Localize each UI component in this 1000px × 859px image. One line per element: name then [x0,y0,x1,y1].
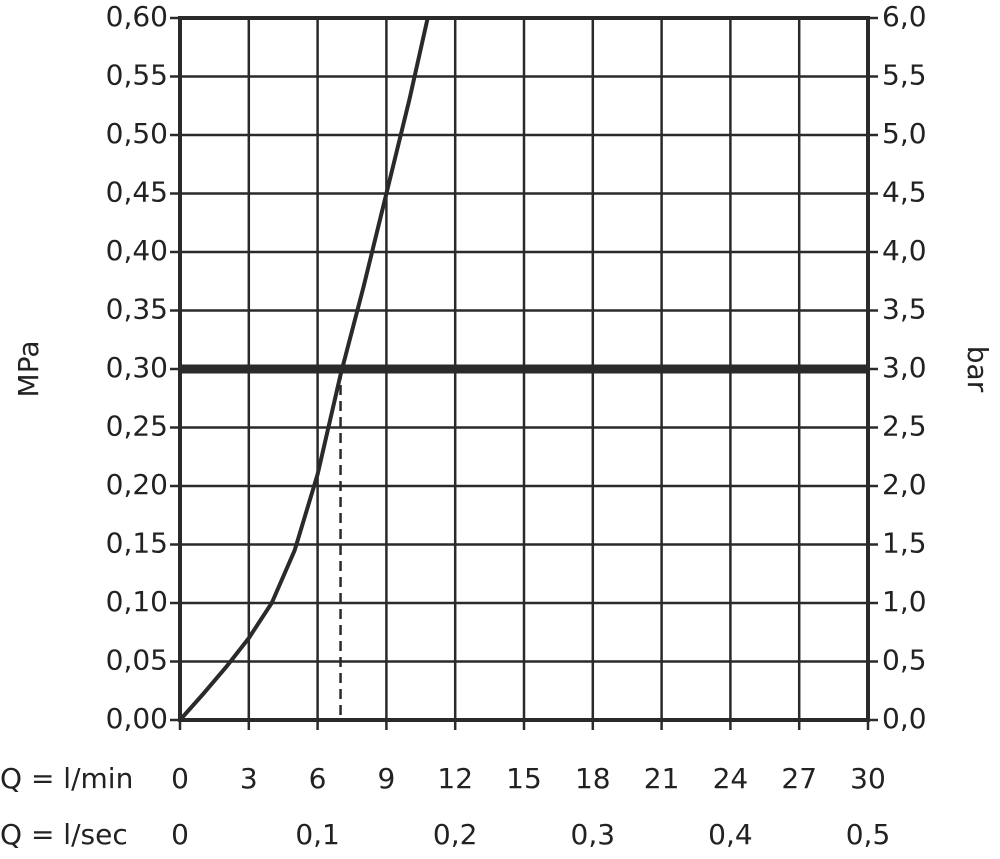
y2-tick-label: 5,5 [882,59,927,92]
x-axis-label: Q = l/min [0,762,133,795]
y-tick-label: 0,60 [106,0,168,33]
y-axis-label: MPa [12,341,45,398]
x2-tick-label: 0,5 [846,818,891,851]
x2-tick-label: 0,2 [433,818,478,851]
y2-tick-label: 2,5 [882,410,927,443]
y-tick-label: 0,25 [106,410,168,443]
y-tick-label: 0,05 [106,644,168,677]
y-tick-label: 0,55 [106,59,168,92]
y-tick-label: 0,00 [106,702,168,735]
flow-curve [178,17,430,722]
x2-tick-label: 0 [171,818,189,851]
y-tick-label: 0,15 [106,527,168,560]
y-tick-label: 0,45 [106,176,168,209]
y2-tick-label: 2,0 [882,468,927,501]
x-tick-label: 24 [713,762,749,795]
y2-tick-label: 6,0 [882,0,927,33]
y2-tick-label: 5,0 [882,117,927,150]
y2-axis-label: bar [961,346,994,393]
y2-tick-label: 0,0 [882,702,927,735]
x-tick-label: 18 [575,762,611,795]
y2-tick-label: 4,5 [882,176,927,209]
x-tick-label: 21 [644,762,680,795]
x-tick-label: 30 [850,762,886,795]
y2-tick-label: 3,0 [882,351,927,384]
x2-tick-label: 0,1 [295,818,340,851]
x-tick-label: 9 [377,762,395,795]
y-tick-label: 0,10 [106,585,168,618]
y-tick-label: 0,30 [106,351,168,384]
y2-tick-label: 1,0 [882,585,927,618]
y2-tick-label: 1,5 [882,527,927,560]
x-tick-label: 15 [506,762,542,795]
x-tick-label: 6 [309,762,327,795]
x-tick-label: 12 [437,762,473,795]
y2-tick-label: 3,5 [882,293,927,326]
x-tick-label: 3 [240,762,258,795]
y2-tick-label: 0,5 [882,644,927,677]
y-tick-label: 0,40 [106,234,168,267]
x-tick-label: 27 [781,762,817,795]
x2-tick-label: 0,3 [571,818,616,851]
y-tick-label: 0,35 [106,293,168,326]
y2-tick-label: 4,0 [882,234,927,267]
y-tick-label: 0,50 [106,117,168,150]
x2-tick-label: 0,4 [708,818,753,851]
x-tick-label: 0 [171,762,189,795]
y-tick-label: 0,20 [106,468,168,501]
x2-axis-label: Q = l/sec [0,818,128,851]
